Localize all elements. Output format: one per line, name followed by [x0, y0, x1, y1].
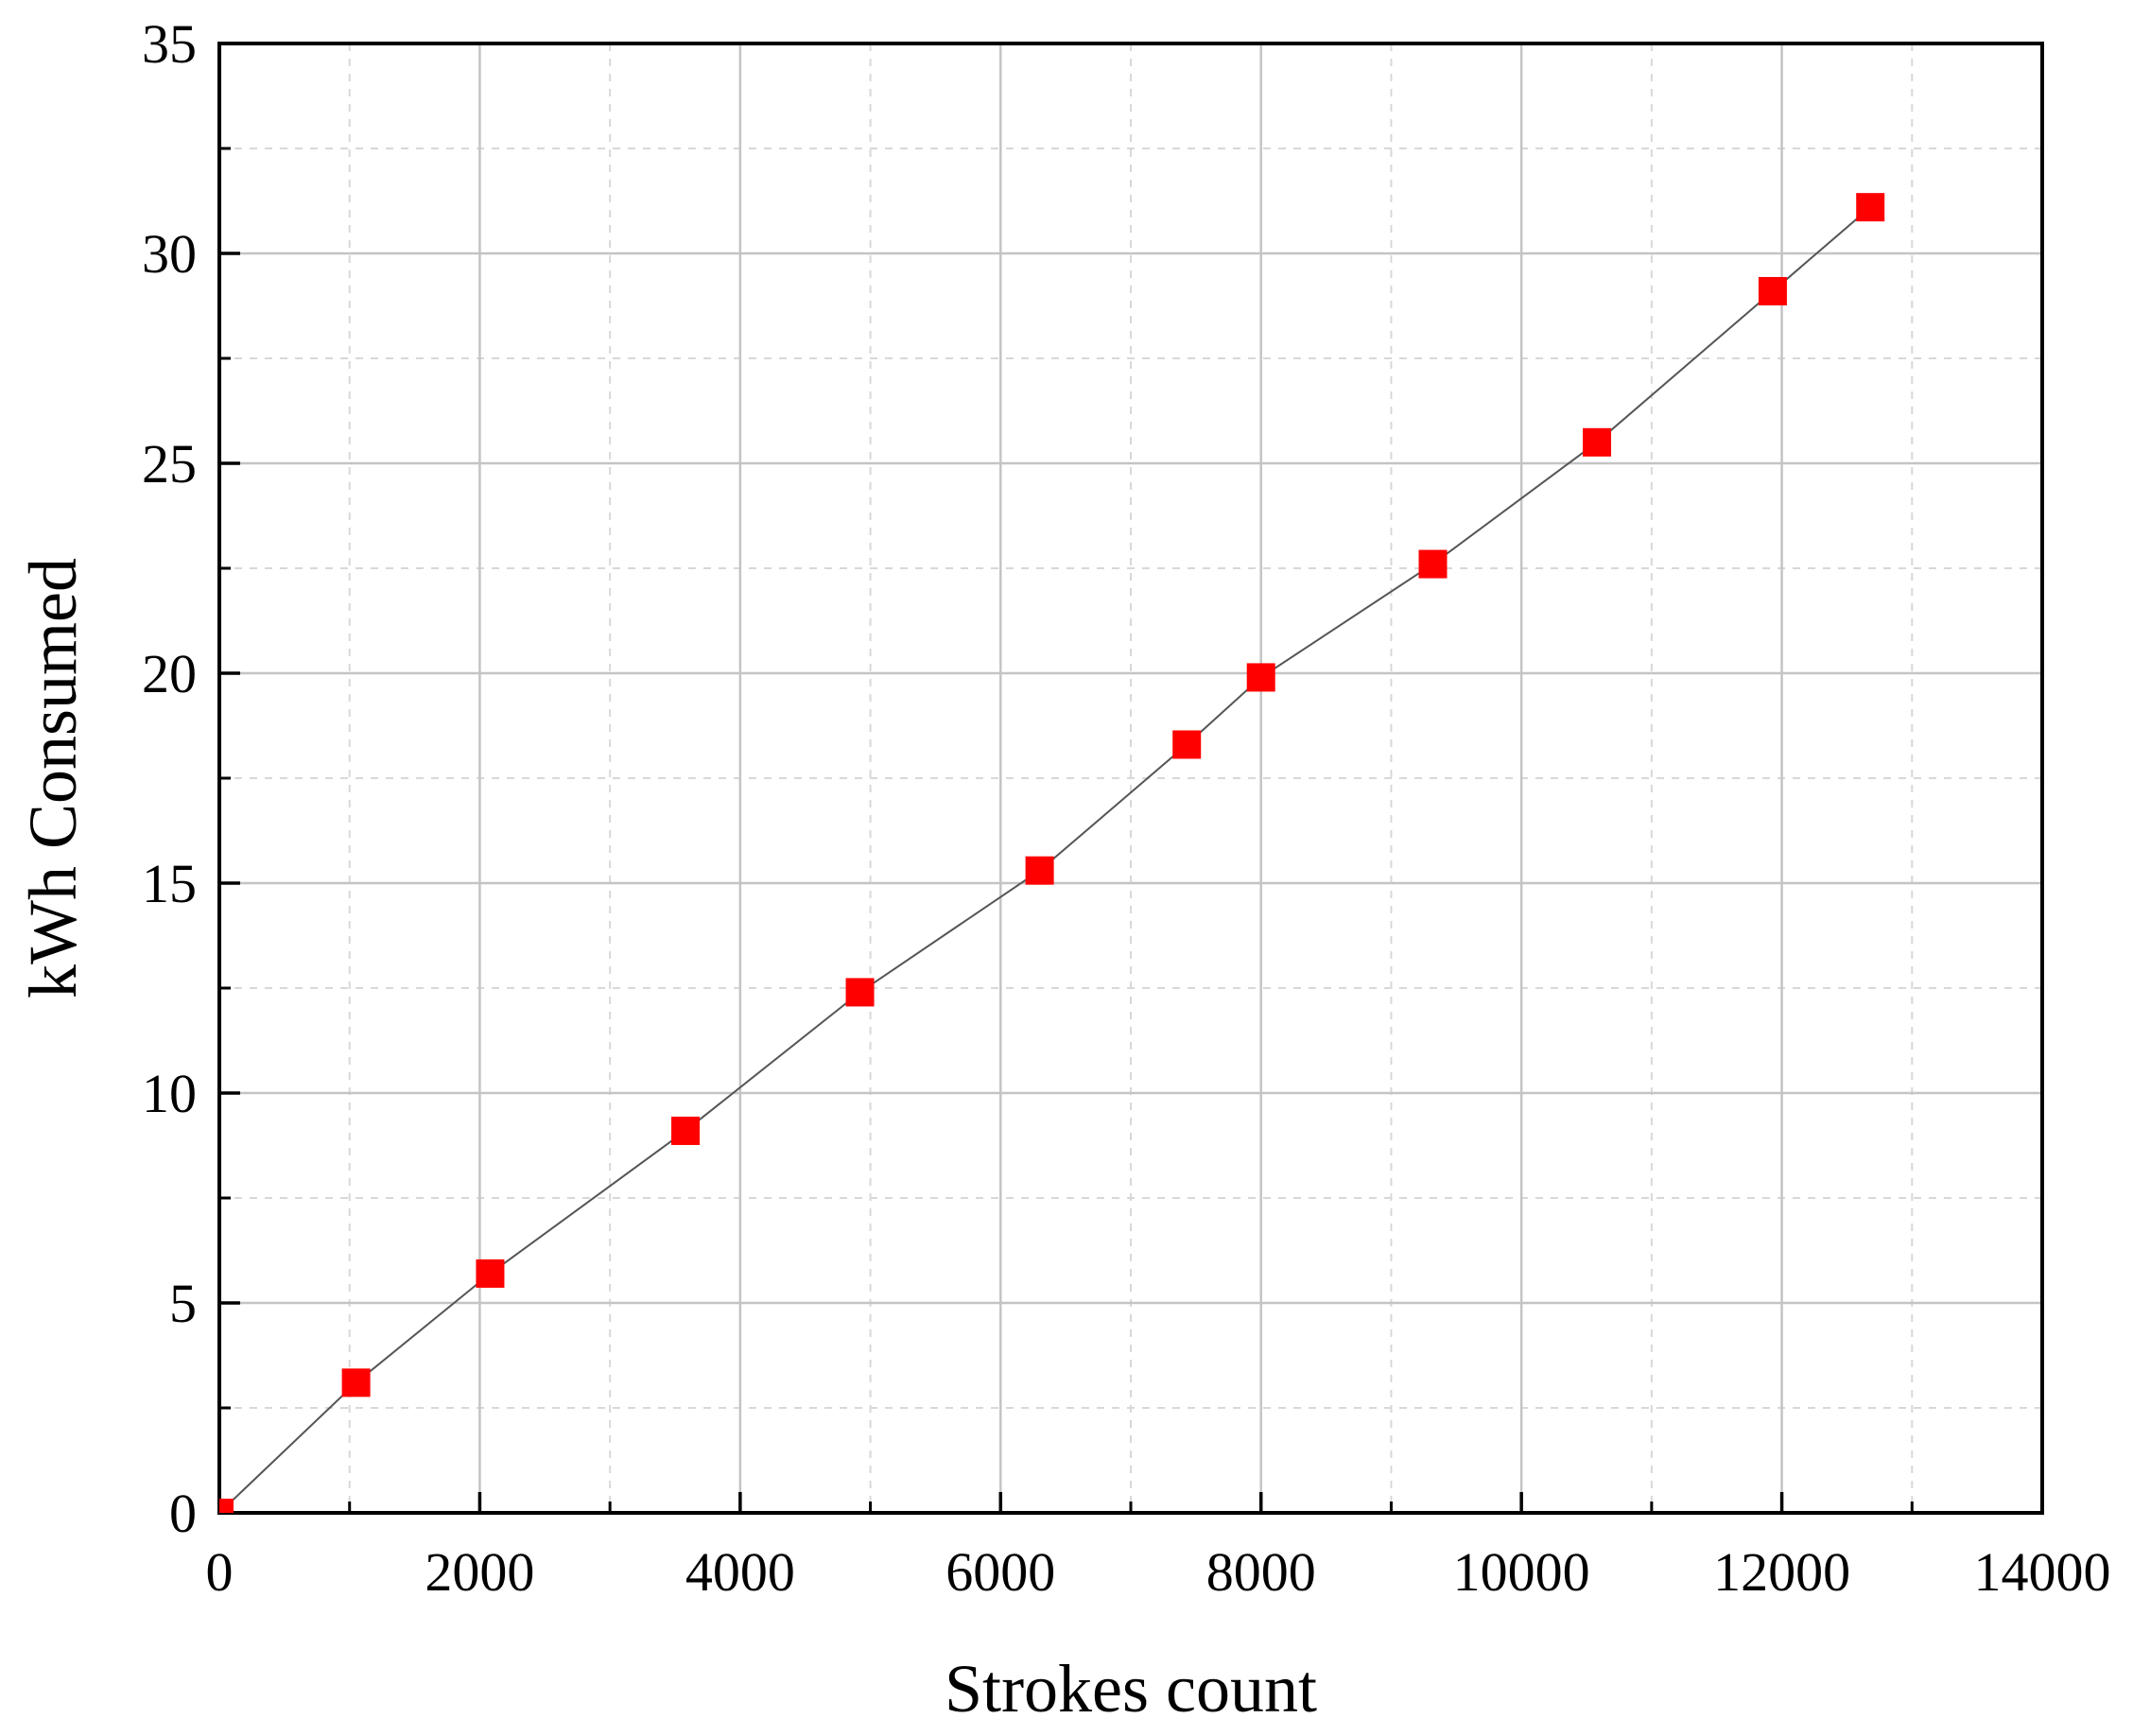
- x-tick-label: 10000: [1453, 1541, 1590, 1603]
- data-point-marker: [1246, 663, 1275, 692]
- y-tick-label: 0: [169, 1483, 197, 1544]
- series-markers: [219, 193, 1885, 1513]
- y-tick-label: 20: [142, 643, 197, 704]
- data-point-marker: [1856, 193, 1885, 222]
- y-tick-label: 25: [142, 433, 197, 495]
- data-point-marker: [845, 978, 875, 1007]
- data-point-marker: [1758, 276, 1787, 305]
- y-tick-label: 10: [142, 1063, 197, 1124]
- data-point-marker: [1583, 427, 1612, 457]
- series-line: [218, 206, 1871, 1514]
- x-tick-label: 12000: [1713, 1541, 1850, 1603]
- y-tick-label: 5: [169, 1273, 197, 1334]
- data-point-marker: [1172, 730, 1202, 759]
- data-point-marker: [219, 1499, 234, 1513]
- y-tick-labels: 0 5 10 15 20 25 30 35: [142, 13, 197, 1544]
- minor-grid: [219, 43, 2042, 1513]
- data-point-marker: [671, 1116, 701, 1145]
- x-axis-title: Strokes count: [945, 1651, 1317, 1727]
- x-tick-label: 8000: [1206, 1541, 1316, 1603]
- x-tick-label: 14000: [1974, 1541, 2111, 1603]
- x-tick-label: 2000: [425, 1541, 534, 1603]
- x-tick-labels: 0 2000 4000 6000 8000 10000 12000 14000: [206, 1541, 2111, 1603]
- y-axis-title: kWh Consumed: [15, 558, 91, 998]
- x-tick-label: 4000: [685, 1541, 795, 1603]
- x-tick-label: 6000: [945, 1541, 1055, 1603]
- y-tick-label: 35: [142, 13, 197, 75]
- data-point-marker: [341, 1368, 371, 1397]
- y-tick-label: 15: [142, 853, 197, 914]
- y-tick-label: 30: [142, 223, 197, 285]
- data-point-marker: [1025, 856, 1054, 885]
- x-tick-label: 0: [206, 1541, 234, 1603]
- data-point-marker: [476, 1259, 505, 1288]
- data-point-marker: [1418, 549, 1448, 579]
